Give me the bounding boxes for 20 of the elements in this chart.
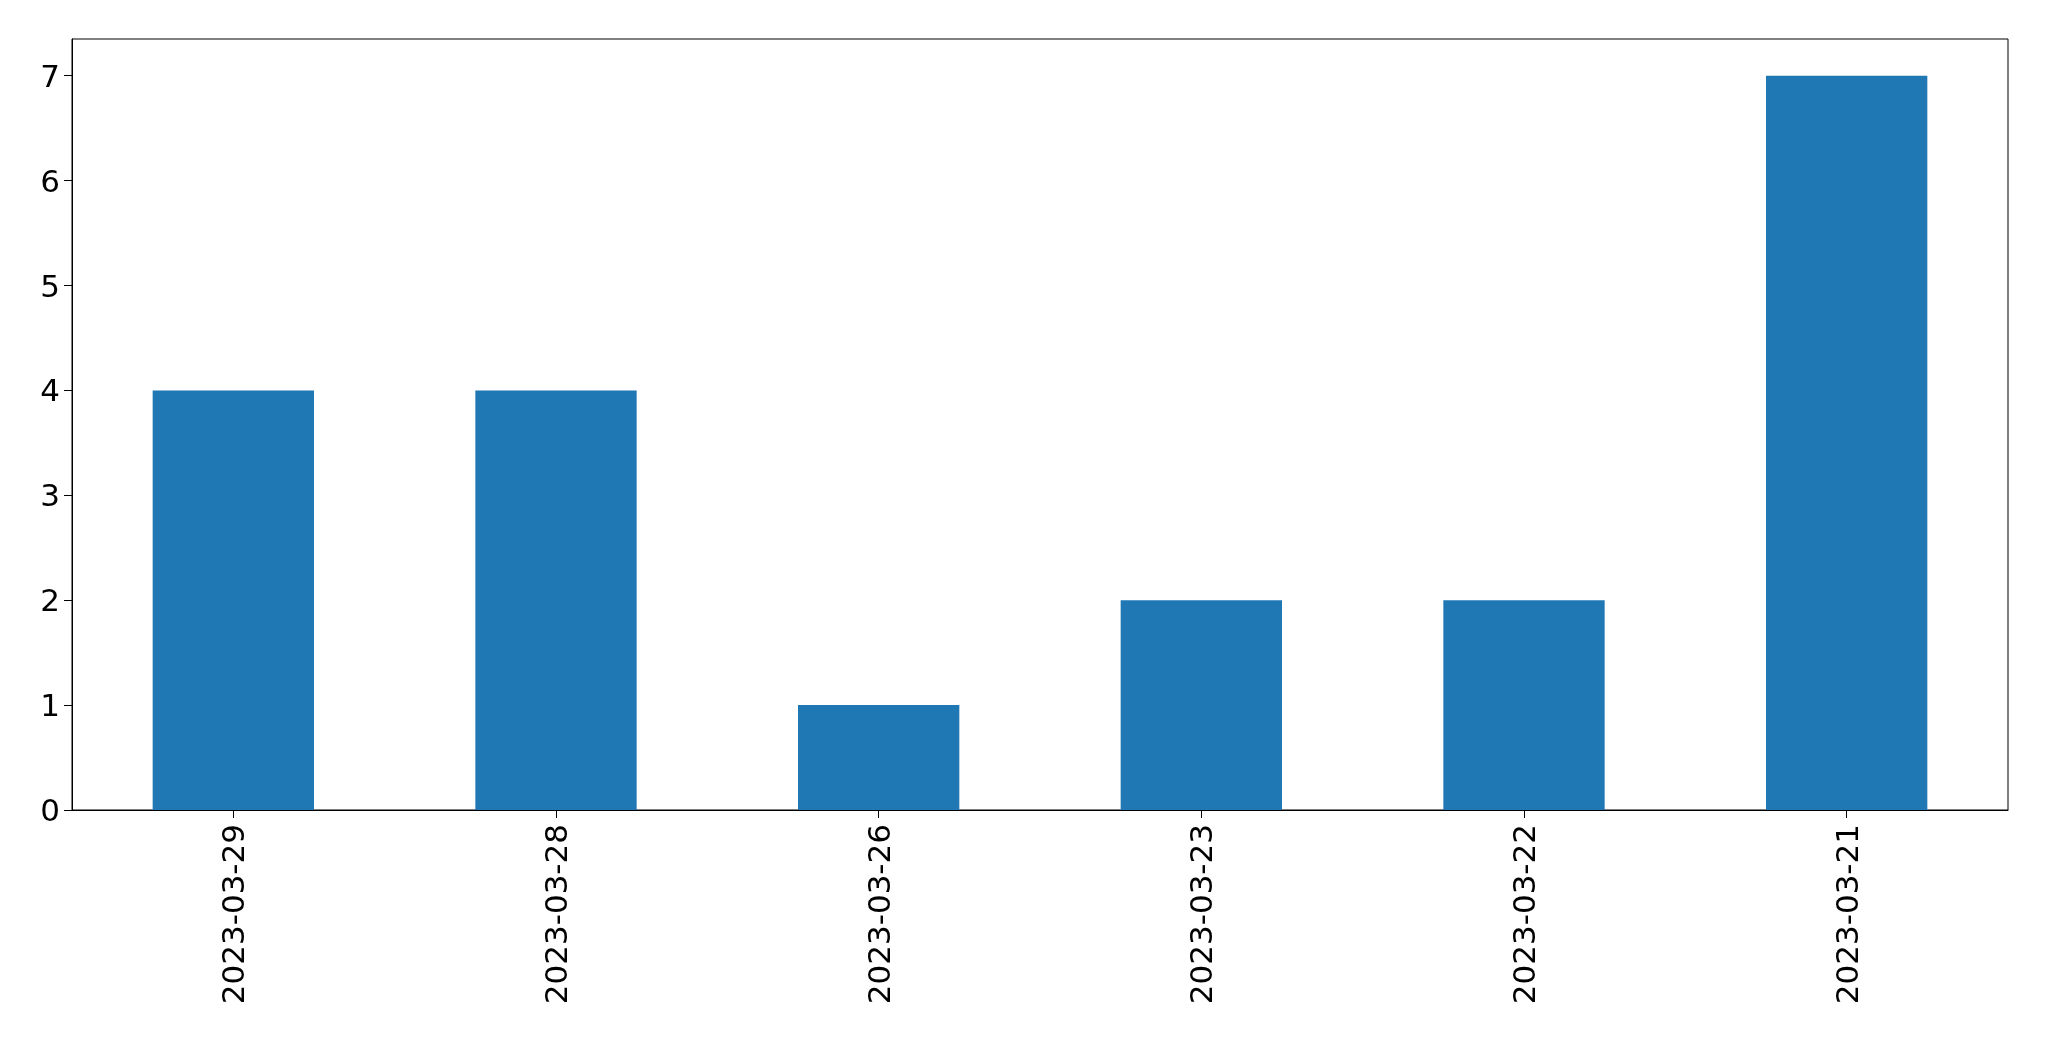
bar: [798, 705, 960, 810]
bar: [475, 390, 637, 810]
x-tick-label: 2023-03-23: [1183, 824, 1220, 1005]
x-tick-label: 2023-03-22: [1506, 824, 1542, 1005]
x-tick-label: 2023-03-21: [1828, 824, 1865, 1005]
y-tick-label: 4: [40, 372, 60, 409]
y-tick-label: 0: [40, 792, 60, 828]
bar: [152, 390, 314, 810]
y-tick-label: 7: [40, 57, 60, 94]
x-tick-label: 2023-03-28: [538, 824, 574, 1005]
x-tick-label: 2023-03-26: [860, 824, 897, 1005]
y-tick-label: 2: [40, 582, 60, 619]
bar: [1766, 75, 1928, 810]
bar: [1120, 600, 1282, 810]
y-tick-label: 6: [40, 162, 60, 199]
bar: [1443, 600, 1605, 810]
y-tick-label: 1: [40, 687, 60, 724]
x-tick-label: 2023-03-29: [215, 824, 252, 1005]
y-tick-label: 5: [40, 267, 60, 304]
y-tick-label: 3: [40, 477, 60, 514]
